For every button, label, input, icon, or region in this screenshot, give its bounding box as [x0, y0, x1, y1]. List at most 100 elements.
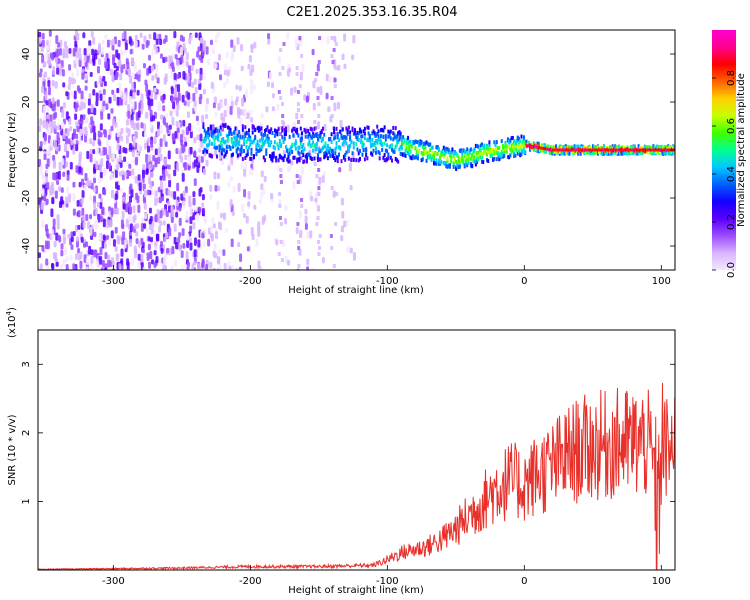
- spectrogram-cell: [668, 151, 671, 156]
- spectrogram-cell: [125, 203, 129, 213]
- spectrogram-cell: [426, 155, 429, 160]
- spectrogram-cell: [255, 143, 258, 148]
- spectrogram-cell: [123, 93, 127, 102]
- spectrogram-cell: [637, 148, 640, 152]
- spectrogram-cell: [280, 155, 283, 160]
- spectrogram-cell: [315, 222, 319, 226]
- spectrogram-cell: [98, 75, 102, 84]
- spectrogram-cell: [447, 148, 450, 153]
- spectrogram-cell: [60, 264, 64, 270]
- spectrogram-cell: [335, 192, 339, 196]
- spectrogram-cell: [76, 67, 80, 77]
- spectrogram-cell: [604, 148, 607, 152]
- spectrogram-cell: [42, 120, 46, 129]
- spectrogram-cell: [325, 73, 329, 82]
- spectrogram-cell: [266, 136, 269, 141]
- spectrogram-cell: [450, 150, 453, 155]
- spectrogram-cell: [214, 111, 218, 117]
- spectrogram-cell: [591, 150, 594, 155]
- spectrogram-cell: [168, 227, 172, 237]
- spectrogram-cell: [236, 146, 239, 151]
- spectrogram-cell: [651, 148, 654, 152]
- spectrogram-cell: [211, 133, 214, 138]
- spectrogram-cell: [568, 148, 571, 152]
- spectrogram-cell: [277, 56, 281, 63]
- spectrogram-cell: [241, 203, 245, 213]
- spectrogram-cell: [673, 144, 675, 149]
- spectrogram-cell: [130, 113, 134, 122]
- x-tick-label: 100: [652, 576, 671, 587]
- spectrogram-cell: [205, 113, 209, 119]
- spectrogram-cell: [73, 266, 77, 270]
- spectrogram-cell: [521, 139, 524, 144]
- spectrogram-cell: [545, 149, 548, 154]
- spectrogram-cell: [663, 150, 666, 155]
- spectrogram-cell: [173, 72, 177, 82]
- spectrogram-cell: [110, 125, 114, 132]
- spectrogram-cell: [296, 222, 300, 226]
- spectrogram-cell: [393, 149, 396, 154]
- spectrogram-cell: [361, 140, 364, 145]
- spectrogram-cell: [238, 141, 241, 146]
- spectrogram-cell: [296, 157, 299, 162]
- spectrogram-cell: [362, 142, 365, 147]
- spectrogram-cell: [500, 139, 503, 144]
- spectrogram-cell: [160, 95, 164, 102]
- spectrogram-cell: [170, 69, 174, 79]
- spectrogram-cell: [588, 146, 591, 151]
- spectrogram-cell: [391, 144, 394, 149]
- spectrogram-cell: [345, 136, 348, 141]
- spectrogram-cell: [82, 102, 86, 109]
- spectrogram-cell: [143, 202, 147, 210]
- spectrogram-cell: [128, 170, 132, 177]
- spectrogram-cell: [202, 124, 205, 129]
- spectrogram-cell: [223, 109, 227, 118]
- spectrogram-cell: [312, 148, 315, 153]
- spectrogram-cell: [529, 147, 532, 152]
- spectrogram-cell: [657, 148, 660, 152]
- spectrogram-cell: [504, 146, 507, 151]
- spectrogram-cell: [664, 148, 667, 152]
- spectrogram-cell: [137, 74, 141, 82]
- spectrogram-cell: [481, 159, 484, 164]
- spectrogram-cell: [463, 154, 466, 159]
- spectrogram-cell: [66, 170, 70, 176]
- spectrogram-cell: [204, 103, 208, 113]
- spectrogram-cell: [333, 78, 337, 82]
- spectrogram-cell: [525, 143, 528, 147]
- spectrogram-cell: [368, 138, 371, 143]
- spectrogram-cell: [154, 190, 158, 198]
- spectrogram-cell: [305, 159, 308, 164]
- spectrogram-cell: [426, 141, 429, 146]
- spectrogram-cell: [134, 40, 138, 49]
- spectrogram-cell: [462, 160, 465, 165]
- spectrogram-cell: [354, 129, 357, 134]
- spectrogram-cell: [608, 151, 611, 156]
- y-tick-label: 3: [21, 361, 32, 367]
- spectrogram-cell: [318, 157, 321, 162]
- spectrogram-cell: [252, 138, 255, 143]
- x-tick-label: 100: [652, 276, 671, 287]
- spectrogram-cell: [222, 147, 225, 152]
- spectrogram-cell: [366, 137, 369, 142]
- spectrogram-cell: [445, 160, 448, 165]
- spectrogram-cell: [74, 253, 78, 260]
- spectrogram-cell: [217, 53, 221, 61]
- spectrogram-cell: [159, 114, 163, 120]
- spectrogram-cell: [75, 133, 79, 140]
- spectrogram-cell: [202, 149, 205, 154]
- spectrogram-cell: [508, 155, 511, 160]
- spectrogram-cell: [203, 128, 206, 133]
- spectrogram-cell: [148, 163, 152, 170]
- spectrogram-cell: [77, 253, 81, 261]
- spectrogram-cell: [41, 39, 45, 48]
- spectrogram-cell: [667, 148, 670, 152]
- spectrogram-cell: [128, 95, 132, 104]
- spectrogram-cell: [445, 146, 448, 151]
- spectrogram-cell: [452, 153, 455, 158]
- spectrogram-cell: [644, 148, 647, 152]
- spectrogram-cell: [77, 161, 81, 168]
- spectrogram-cell: [106, 39, 110, 48]
- spectrogram-cell: [415, 150, 418, 155]
